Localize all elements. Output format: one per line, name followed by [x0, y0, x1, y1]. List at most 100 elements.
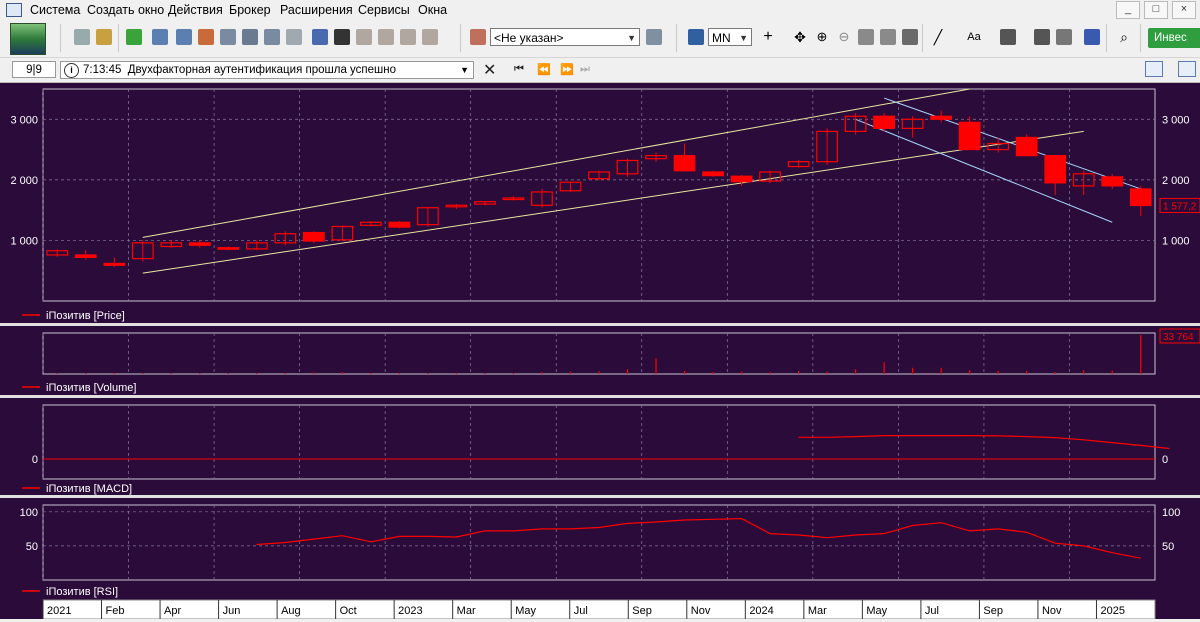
candle-body — [1015, 136, 1038, 157]
volume-pane: 33 764 iПозитив [Volume] — [0, 328, 1200, 398]
messages-icon[interactable] — [1178, 61, 1196, 77]
menu-item-broker[interactable]: Брокер — [229, 3, 271, 17]
message-time: 7:13:45 — [83, 64, 122, 76]
y-tick-label: 3 000 — [10, 114, 38, 126]
fill-tool-icon[interactable] — [1000, 29, 1016, 45]
pan-hand-icon[interactable] — [902, 29, 918, 45]
menu-item-create-window[interactable]: Создать окно — [87, 3, 165, 17]
minimize-button[interactable]: _ — [1116, 1, 1140, 19]
eraser-icon[interactable] — [1034, 29, 1050, 45]
chart-window[interactable]: 1 000 1 000 2 000 2 000 3 000 3 000 1 577,2 iПо… — [0, 83, 1200, 620]
y-tick-label: 50 — [1162, 541, 1174, 553]
text-icon[interactable] — [334, 29, 350, 45]
invest-button[interactable]: Инвес — [1148, 28, 1200, 48]
first-message-icon[interactable]: ⏮ — [514, 63, 524, 75]
x-tick-label: May — [515, 605, 536, 617]
toolbar-separator — [460, 24, 461, 52]
candle-body — [131, 242, 154, 260]
new-window-icon[interactable] — [126, 29, 142, 45]
target-icon[interactable]: ⊕ — [816, 29, 828, 44]
chat-icon[interactable] — [1145, 61, 1163, 77]
zoom-icon[interactable] — [242, 29, 258, 45]
minus-circle-icon[interactable]: ⊖ — [838, 29, 850, 44]
line-tool-icon[interactable]: ╱ — [933, 29, 943, 45]
x-tick-label: 2024 — [749, 605, 773, 617]
candle-body — [873, 115, 895, 129]
order-key-icon[interactable] — [74, 29, 90, 45]
move-icon[interactable]: ✥ — [794, 29, 806, 45]
candle-body — [844, 115, 867, 132]
crosshair-icon[interactable]: + — [763, 28, 773, 45]
macd-red-line — [798, 435, 1170, 450]
x-tick-label: 2023 — [398, 605, 422, 617]
ruler-icon[interactable] — [858, 29, 874, 45]
restore-button[interactable]: □ — [1144, 1, 1168, 19]
time-axis: 2021 Feb Apr Jun Aug Oct 2023 Mar May Jul Sep Nov 20… — [42, 599, 1156, 620]
quik-logo — [10, 23, 46, 55]
close-button[interactable]: × — [1172, 1, 1196, 19]
y-tick-label: 0 — [1162, 454, 1168, 466]
pane-frame — [42, 332, 1156, 375]
previous-message-icon[interactable]: ⏪ — [537, 64, 551, 76]
candle-body — [901, 118, 924, 129]
x-tick-label: Aug — [281, 605, 301, 617]
window-icon[interactable] — [286, 29, 302, 45]
app-icon — [6, 3, 22, 17]
y-tick-label: 3 000 — [1162, 114, 1190, 126]
menu-item-extensions[interactable]: Расширения — [280, 3, 353, 17]
channel-line — [142, 130, 1084, 274]
chart-canvas[interactable]: 1 000 1 000 2 000 2 000 3 000 3 000 1 577,2 iПо… — [0, 83, 1200, 620]
candle-body — [730, 175, 753, 183]
last-price-marker — [1159, 197, 1200, 213]
search-tool-icon[interactable]: ⌕ — [1120, 29, 1128, 45]
menu-item-system[interactable]: Система — [30, 3, 81, 17]
chevron-down-icon: ▼ — [739, 33, 748, 43]
last-message-icon[interactable]: ⏭ — [580, 63, 590, 75]
status-bar: 9|9 i 7:13:45 Двухфакторная аутентификац… — [0, 58, 1200, 83]
candle-body — [274, 233, 297, 244]
y-tick-label: 1 000 — [1162, 235, 1190, 247]
timeframe-select[interactable]: MN ▼ — [708, 28, 752, 46]
list-icon[interactable] — [198, 29, 214, 45]
next-message-icon[interactable]: ⏩ — [560, 64, 574, 76]
menu-item-windows[interactable]: Окна — [418, 3, 448, 17]
person-icon[interactable] — [646, 29, 662, 45]
x-tick-label: Apr — [164, 605, 181, 617]
x-tick-label: Mar — [808, 605, 827, 617]
rsi-pane: 50 50 100 100 iПозитив [RSI] — [20, 504, 1180, 598]
pin-icon[interactable] — [880, 29, 896, 45]
scroll-hand-icon[interactable] — [400, 29, 416, 45]
main-toolbar: <Не указан> ▼ MN ▼ + ✥ ⊕ ⊖ ╱ Aa ⌕ Инвес — [0, 20, 1200, 58]
toolbar-separator — [1106, 24, 1107, 52]
menu-item-services[interactable]: Сервисы — [358, 3, 410, 17]
message-body: Двухфакторная аутентификация прошла успе… — [127, 64, 396, 76]
pane-divider — [0, 495, 1200, 498]
multi-hand-icon[interactable] — [378, 29, 394, 45]
x-tick-label: Nov — [691, 605, 711, 617]
candle-body — [474, 201, 496, 205]
layers-icon[interactable] — [1056, 29, 1072, 45]
alert-icon[interactable] — [312, 29, 328, 45]
candle-body — [787, 161, 810, 168]
magnet-icon[interactable] — [1084, 29, 1100, 45]
search-icon[interactable] — [220, 29, 236, 45]
y-tick-label: 50 — [26, 541, 38, 553]
close-icon[interactable]: ✕ — [483, 62, 497, 79]
x-tick-label: Nov — [1042, 605, 1062, 617]
pane-frame — [42, 504, 1156, 581]
client-select-value: <Не указан> — [494, 31, 564, 45]
chevron-down-icon: ▼ — [460, 65, 469, 75]
pane-frame — [42, 88, 1156, 302]
copy-icon[interactable] — [264, 29, 280, 45]
font-tool-icon[interactable]: Aa — [967, 31, 981, 43]
bar-chart-icon[interactable] — [688, 29, 704, 45]
menu-item-actions[interactable]: Действия — [168, 3, 223, 17]
pan-icon[interactable] — [422, 29, 438, 45]
hand-icon[interactable] — [356, 29, 372, 45]
key-icon[interactable] — [96, 29, 112, 45]
message-select[interactable]: i 7:13:45 Двухфакторная аутентификация п… — [60, 61, 474, 79]
pane-divider — [0, 395, 1200, 398]
client-select[interactable]: <Не указан> ▼ — [490, 28, 640, 46]
chart-window-icon[interactable] — [176, 29, 192, 45]
table-icon[interactable] — [152, 29, 168, 45]
